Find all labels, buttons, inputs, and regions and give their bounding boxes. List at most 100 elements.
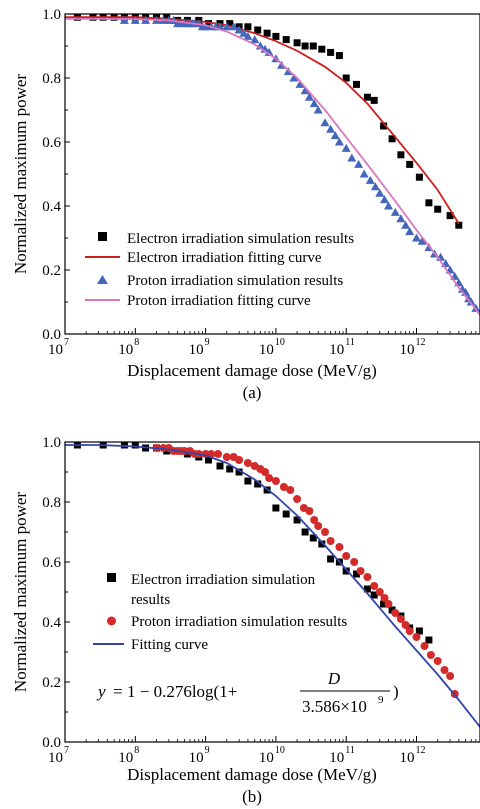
panel-a-series-2-point	[341, 143, 351, 152]
panel-a-x-tick-label: 10	[189, 342, 204, 358]
panel-b-series-1-point	[335, 543, 344, 551]
panel-a-series-0-point	[327, 48, 335, 56]
panel-a-series-0-point	[434, 205, 442, 213]
legend-b-proton-marker	[107, 616, 116, 626]
panel-a-x-tick-label: 10	[400, 342, 415, 358]
panel-a-series-0-point	[397, 151, 405, 159]
panel-a-series-2-point	[250, 35, 260, 44]
panel-b-series-0-point	[254, 480, 262, 488]
panel-b-series-0-point	[342, 567, 350, 575]
panel-b-x-axis-title: Displacement damage dose (MeV/g)	[127, 765, 377, 784]
panel-a-series-2-point	[365, 175, 375, 184]
panel-a-series-3-curve	[65, 17, 480, 316]
panel-a-series-2-point	[359, 169, 369, 178]
panel-b-legend: Electron irradiation simulation results …	[93, 572, 347, 653]
panel-b-series-1-point	[426, 651, 435, 659]
panel-a-series-2-point	[370, 182, 380, 191]
panel-a-x-tick-exponent: 8	[134, 337, 139, 348]
legend-a-proton-fit-label: Proton irradiation fitting curve	[127, 293, 311, 309]
panel-b-series-1-point	[396, 615, 405, 623]
panel-b-series-1-point	[214, 450, 222, 458]
panel-b-series-0-point	[309, 534, 317, 542]
panel-b-series-1-point	[279, 483, 288, 491]
panel-b-series-1-point	[380, 594, 389, 602]
panel-b-x-tick-label: 10	[329, 750, 344, 766]
panel-b-series-1-point	[305, 507, 314, 515]
panel-a-series-2-point	[354, 159, 364, 168]
panel-a-series-0-point	[380, 122, 388, 130]
panel-a-series-2-point	[347, 153, 357, 162]
panel-a-series-2-point	[401, 220, 411, 229]
panel-b-series-1-point	[401, 621, 410, 629]
panel-b-series-0-point	[120, 441, 128, 449]
panel-a-series-2-point	[234, 25, 244, 34]
panel-b-y-tick-label: 0.8	[42, 495, 61, 511]
panel-b-series-1-point	[433, 657, 442, 665]
panel-a-series-0-point	[335, 52, 343, 60]
panel-a-marks	[65, 13, 480, 316]
legend-b-electron-marker	[107, 573, 116, 582]
panel-b-series-1-point	[370, 582, 379, 590]
panel-a-series-2-point	[390, 207, 400, 216]
panel-b-series-1-point	[310, 516, 319, 524]
panel-a-series-2-point	[222, 22, 232, 31]
panel-a-series-2-point	[264, 47, 274, 56]
panel-b-series-1-point	[356, 567, 365, 575]
panel-a-series-2-point	[466, 297, 476, 306]
panel-a-x-tick-exponent: 10	[275, 337, 285, 348]
panel-a-x-tick-exponent: 11	[345, 337, 355, 348]
panel-b-series-1-point	[412, 633, 421, 641]
panel-a-series-2-point	[396, 214, 406, 223]
panel-a-x-tick-label: 10	[118, 342, 133, 358]
panel-b-series-0-point	[272, 504, 280, 512]
panel-a-x-axis-title: Displacement damage dose (MeV/g)	[127, 361, 377, 380]
panel-a-series-0-point	[301, 42, 309, 50]
panel-b-series-0-point	[301, 528, 309, 536]
legend-b-electron-label-line2: results	[131, 592, 170, 608]
panel-a-series-2-point	[313, 105, 323, 114]
panel-a-y-tick-label: 0.6	[42, 135, 61, 151]
legend-a-electron-fit-label: Electron irradiation fitting curve	[127, 250, 322, 266]
panel-b-series-1-point	[440, 666, 449, 674]
panel-b-x-tick-label: 10	[400, 750, 415, 766]
panel-a-series-0-point	[406, 160, 414, 168]
panel-b-series-0-point	[293, 516, 301, 524]
panel-b-series-1-point	[405, 627, 414, 635]
panel-b-series-1-point	[342, 552, 351, 560]
panel-a-series-0-point	[363, 93, 371, 101]
panel-b-marks	[65, 441, 480, 728]
panel-b-x-tick-exponent: 10	[275, 745, 285, 756]
legend-a-electron-marker	[98, 232, 107, 241]
panel-a-series-0-point	[425, 199, 433, 207]
panel-a-x-tick-label: 10	[259, 342, 274, 358]
panel-b-series-0-point	[318, 540, 326, 548]
panel-b-fit-equation: y = 1 − 0.276log(1+ D 3.586×10 9 )	[96, 669, 399, 716]
panel-b-series-1-point	[420, 642, 429, 650]
panel-b-series-1-point	[222, 453, 231, 461]
panel-b-series-0-point	[216, 462, 224, 470]
panel-a-series-0-point	[272, 32, 280, 40]
panel-a-series-2-point	[375, 188, 385, 197]
panel-b-series-1-point	[326, 537, 335, 545]
panel-b-series-1-point	[243, 459, 252, 467]
panel-a-series-0-point	[254, 26, 262, 34]
panel-b-y-tick-label: 0.0	[42, 735, 61, 751]
panel-a-series-2-point	[326, 124, 336, 133]
panel-b-series-0-point	[415, 627, 423, 635]
panel-a-series-0-point	[388, 135, 396, 143]
panel-a-series-2-point	[295, 79, 305, 88]
panel-a-series-0-point	[342, 74, 350, 82]
panel-a-y-axis-title: Normalized maximum power	[11, 74, 30, 275]
legend-b-fit-label: Fitting curve	[131, 637, 208, 653]
panel-a-series-2-point	[239, 28, 249, 37]
panel-b-y-tick-label: 0.4	[42, 615, 61, 631]
panel-a-series-2-point	[412, 233, 421, 242]
panel-a-series-0-point	[263, 29, 271, 37]
panel-a-series-2-point	[229, 22, 239, 31]
panel-a-y-tick-label: 0.2	[42, 263, 61, 279]
panel-b-series-0-point	[131, 441, 139, 449]
panel-a-series-0-point	[293, 39, 301, 47]
panel-b-y-tick-label: 0.6	[42, 555, 61, 571]
panel-a-legend: Electron irradiation simulation results …	[85, 231, 354, 309]
